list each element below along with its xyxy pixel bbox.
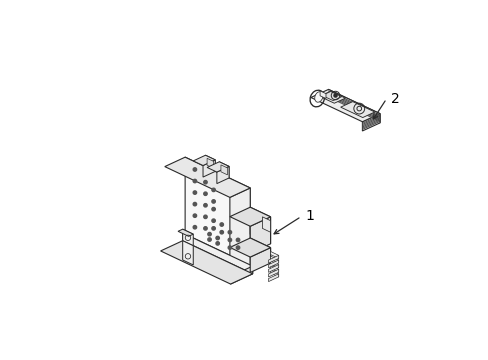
Circle shape <box>211 207 215 211</box>
Circle shape <box>211 227 215 230</box>
Circle shape <box>207 233 211 236</box>
Polygon shape <box>250 207 270 244</box>
Polygon shape <box>183 241 193 265</box>
Polygon shape <box>362 118 379 127</box>
Circle shape <box>211 200 215 203</box>
Polygon shape <box>183 229 193 246</box>
Polygon shape <box>268 265 278 273</box>
Polygon shape <box>205 155 215 171</box>
Circle shape <box>203 192 207 195</box>
Polygon shape <box>262 217 270 232</box>
Polygon shape <box>310 89 379 122</box>
Circle shape <box>333 94 336 97</box>
Polygon shape <box>328 97 379 122</box>
Polygon shape <box>328 91 379 116</box>
Circle shape <box>203 180 207 184</box>
Polygon shape <box>270 256 278 263</box>
Circle shape <box>228 238 231 242</box>
Circle shape <box>203 227 207 230</box>
Polygon shape <box>183 233 252 274</box>
Polygon shape <box>362 115 379 123</box>
Polygon shape <box>221 165 227 175</box>
Polygon shape <box>193 155 215 166</box>
Polygon shape <box>268 274 278 282</box>
Polygon shape <box>270 261 278 267</box>
Polygon shape <box>207 158 213 168</box>
Polygon shape <box>185 157 250 265</box>
Ellipse shape <box>314 92 322 102</box>
Circle shape <box>228 230 231 234</box>
Polygon shape <box>230 266 252 284</box>
Circle shape <box>193 191 196 194</box>
Circle shape <box>211 219 215 222</box>
Circle shape <box>203 204 207 207</box>
Circle shape <box>216 242 219 245</box>
Polygon shape <box>328 95 379 121</box>
Polygon shape <box>328 94 379 119</box>
Polygon shape <box>268 269 278 277</box>
Polygon shape <box>362 121 379 130</box>
Polygon shape <box>328 93 379 118</box>
Polygon shape <box>362 116 379 125</box>
Polygon shape <box>160 241 252 284</box>
Polygon shape <box>362 117 379 126</box>
Polygon shape <box>362 120 379 129</box>
Polygon shape <box>229 238 270 257</box>
Polygon shape <box>362 114 379 131</box>
Polygon shape <box>250 248 270 273</box>
Polygon shape <box>178 229 193 236</box>
Polygon shape <box>322 91 341 101</box>
Text: 1: 1 <box>305 210 313 224</box>
Polygon shape <box>250 238 270 263</box>
Polygon shape <box>270 265 278 272</box>
Circle shape <box>220 223 223 226</box>
Polygon shape <box>207 162 228 172</box>
Text: 2: 2 <box>390 92 398 105</box>
Circle shape <box>228 246 231 249</box>
Circle shape <box>207 238 211 241</box>
Polygon shape <box>229 207 270 226</box>
Circle shape <box>193 225 196 229</box>
Circle shape <box>193 168 196 171</box>
Circle shape <box>236 246 239 249</box>
Circle shape <box>193 179 196 183</box>
Circle shape <box>193 202 196 206</box>
Polygon shape <box>203 160 215 177</box>
Polygon shape <box>328 89 379 123</box>
Circle shape <box>211 188 215 192</box>
Polygon shape <box>268 255 278 263</box>
Polygon shape <box>328 92 379 117</box>
Circle shape <box>220 230 223 234</box>
Circle shape <box>216 236 219 240</box>
Polygon shape <box>216 166 228 184</box>
Polygon shape <box>219 162 228 178</box>
Polygon shape <box>270 270 278 277</box>
Polygon shape <box>320 91 325 99</box>
Polygon shape <box>164 157 250 197</box>
Polygon shape <box>268 260 278 268</box>
Polygon shape <box>340 102 374 118</box>
Polygon shape <box>229 188 250 274</box>
Circle shape <box>203 215 207 219</box>
Polygon shape <box>250 217 270 253</box>
Polygon shape <box>270 252 278 258</box>
Circle shape <box>193 214 196 217</box>
Polygon shape <box>319 91 345 103</box>
Circle shape <box>236 238 239 242</box>
